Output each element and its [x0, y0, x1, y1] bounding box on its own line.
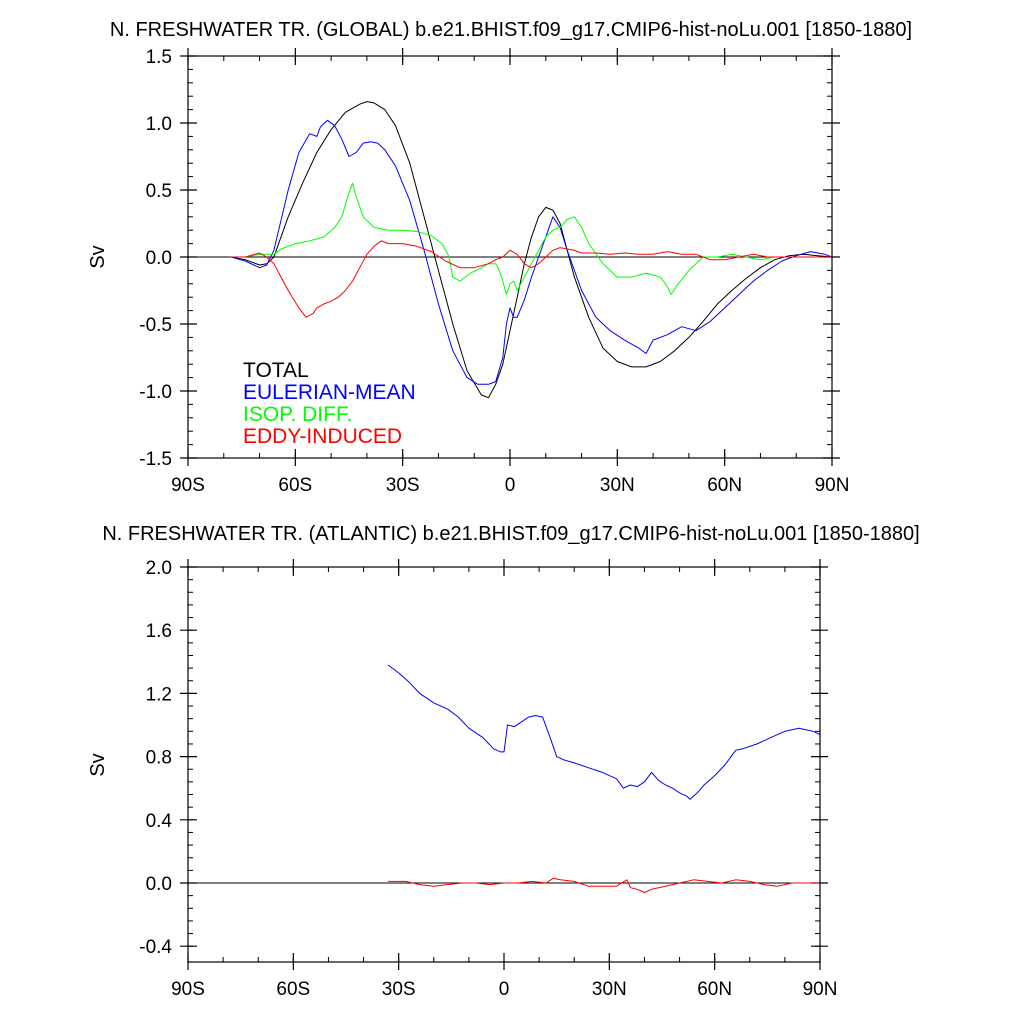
- global-chart-title: N. FRESHWATER TR. (GLOBAL) b.e21.BHIST.f…: [110, 19, 912, 41]
- atlantic-x-tick-label: 30N: [592, 979, 627, 1000]
- legend-item-eddy-induced: EDDY-INDUCED: [243, 425, 402, 448]
- global-y-tick-label: 0.0: [146, 248, 172, 269]
- global-legend: TOTAL EULERIAN-MEAN ISOP. DIFF. EDDY-IND…: [243, 359, 416, 448]
- global-y-tick-label: 1.0: [146, 114, 172, 135]
- global-x-tick-label: 90N: [815, 475, 850, 496]
- global-y-tick-label: -0.5: [139, 315, 172, 336]
- atlantic-x-tick-label: 0: [499, 979, 510, 1000]
- atlantic-y-tick-label: -0.4: [139, 937, 172, 958]
- global-y-axis-label: Sv: [87, 245, 109, 268]
- atlantic-y-tick-label: 0.0: [146, 874, 172, 895]
- global-series-total: [230, 101, 833, 399]
- global-y-tick-label: 0.5: [146, 181, 172, 202]
- atlantic-plot-frame: [187, 566, 821, 963]
- global-chart-panel: N. FRESHWATER TR. (GLOBAL) b.e21.BHIST.f…: [87, 19, 912, 496]
- global-series-eulerian-mean: [230, 119, 833, 385]
- legend-item-eulerian-mean: EULERIAN-MEAN: [243, 381, 416, 404]
- atlantic-y-tick-label: 1.2: [146, 684, 172, 705]
- atlantic-x-tick-label: 90S: [171, 979, 205, 1000]
- global-x-tick-label: 0: [505, 475, 516, 496]
- global-y-tick-label: 1.5: [146, 47, 172, 68]
- atlantic-y-tick-label: 1.6: [146, 621, 172, 642]
- atlantic-y-tick-label: 2.0: [146, 558, 172, 579]
- global-x-tick-label: 30S: [386, 475, 420, 496]
- global-plot-frame: [187, 55, 833, 459]
- legend-item-total: TOTAL: [243, 359, 309, 382]
- global-y-tick-label: -1.0: [139, 382, 172, 403]
- atlantic-x-tick-label: 60N: [697, 979, 732, 1000]
- atlantic-chart-panel: N. FRESHWATER TR. (ATLANTIC) b.e21.BHIST…: [87, 523, 920, 1000]
- atlantic-series-eulerian-mean: [387, 664, 821, 800]
- atlantic-chart-title: N. FRESHWATER TR. (ATLANTIC) b.e21.BHIST…: [102, 523, 919, 545]
- legend-item-isop-diff: ISOP. DIFF.: [243, 403, 352, 426]
- global-plot-area: 90S 60S 30S 0 30N 60N 90N -1.5 -1.0 -0.5 0.0 0.5 1.0…: [139, 47, 849, 496]
- global-x-tick-label: 60N: [707, 475, 742, 496]
- atlantic-x-tick-label: 60S: [276, 979, 310, 1000]
- global-series-eddy-induced: [230, 240, 832, 318]
- atlantic-plot-area: 90S 60S 30S 0 30N 60N 90N -0.4 0.0 0.4 0.8 1.2 1.6 2.…: [139, 558, 837, 1000]
- atlantic-x-tick-label: 30S: [382, 979, 416, 1000]
- global-x-tick-label: 60S: [278, 475, 312, 496]
- global-y-tick-label: -1.5: [139, 449, 172, 470]
- atlantic-y-tick-label: 0.8: [146, 748, 172, 769]
- atlantic-y-tick-label: 0.4: [146, 811, 173, 832]
- atlantic-series-eddy-induced: [388, 877, 820, 893]
- atlantic-x-tick-label: 90N: [803, 979, 838, 1000]
- global-series-isop-diff: [230, 182, 832, 295]
- global-x-tick-label: 30N: [600, 475, 635, 496]
- atlantic-y-axis-label: Sv: [87, 753, 109, 776]
- global-x-tick-label: 90S: [171, 475, 205, 496]
